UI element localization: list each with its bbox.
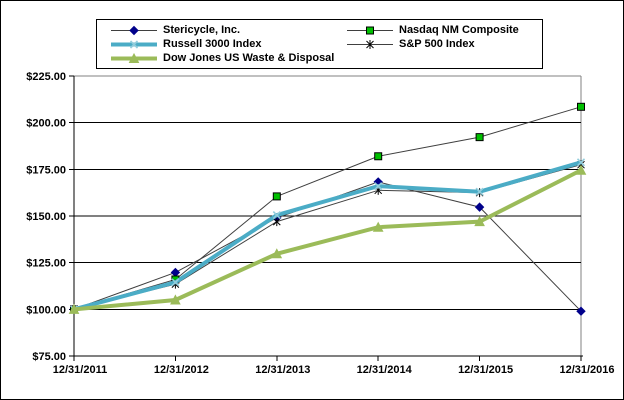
chart-legend: Stericycle, Inc. Nasdaq NM Composite Russe…	[96, 19, 543, 69]
series-line	[73, 160, 582, 312]
y-axis-tick-label: $225.00	[26, 71, 66, 83]
legend-item-3: S&P 500 Index	[347, 37, 538, 50]
y-axis-tick-label: $75.00	[32, 351, 66, 363]
legend-label: Stericycle, Inc.	[163, 23, 241, 36]
y-axis-tick-label: $175.00	[26, 164, 66, 176]
legend-marker-icon	[111, 52, 157, 63]
legend-item-0: Stericycle, Inc.	[111, 23, 347, 36]
x-axis-tick-label: 12/31/2012	[154, 364, 209, 376]
x-axis-tick-label: 12/31/2014	[357, 364, 413, 376]
legend-label: Russell 3000 Index	[163, 37, 262, 50]
legend-item-1: Nasdaq NM Composite	[347, 23, 538, 36]
legend-item-2: Russell 3000 Index	[111, 37, 347, 50]
legend-marker-icon	[347, 39, 393, 49]
y-axis-tick-label: $150.00	[26, 211, 66, 223]
x-axis-tick-label: 12/31/2015	[458, 364, 513, 376]
y-axis-tick-label: $100.00	[26, 304, 66, 316]
legend-marker-icon	[111, 25, 157, 35]
legend-marker-icon	[347, 26, 393, 34]
y-axis-tick-label: $125.00	[26, 258, 66, 270]
y-axis-tick-label: $200.00	[26, 118, 66, 130]
x-axis-tick-label: 12/31/2013	[255, 364, 310, 376]
legend-marker-icon	[111, 39, 157, 49]
legend-label: Nasdaq NM Composite	[399, 23, 519, 36]
series-line	[73, 106, 582, 310]
series-line	[73, 168, 582, 312]
legend-label: S&P 500 Index	[399, 37, 475, 50]
legend-item-4: Dow Jones US Waste & Disposal	[111, 51, 347, 64]
x-axis-tick-label: 12/31/2016	[559, 364, 614, 376]
legend-label: Dow Jones US Waste & Disposal	[163, 51, 335, 64]
x-axis-tick-label: 12/31/2011	[53, 364, 107, 376]
